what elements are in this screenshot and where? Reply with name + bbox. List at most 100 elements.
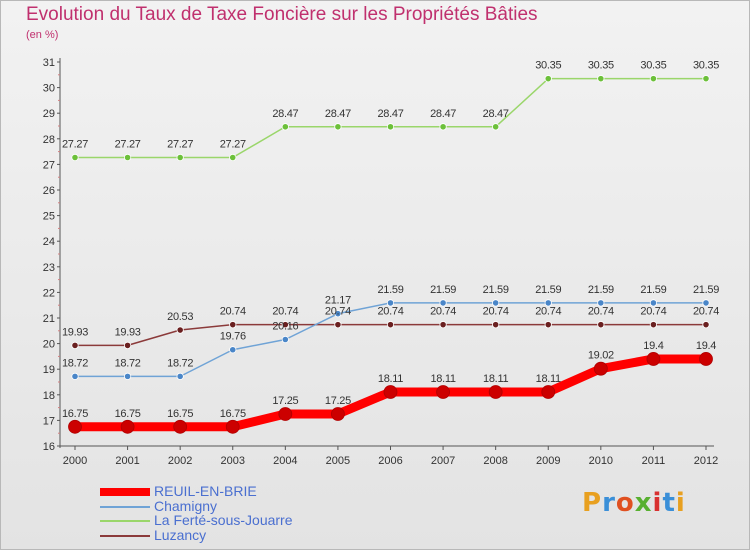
chart-subtitle: (en %) [26,29,59,41]
data-point [488,385,503,399]
y-tick-label: 26 [43,185,55,197]
data-label: 30.35 [535,60,561,72]
series-layer [68,75,713,434]
x-tick-label: 2005 [326,455,350,467]
x-tick-label: 2001 [115,455,139,467]
data-label: 28.47 [483,108,509,120]
data-label: 28.47 [325,108,351,120]
data-point [646,352,661,366]
x-tick-label: 2012 [694,455,718,467]
data-label: 19.93 [115,326,141,338]
data-label: 16.75 [220,408,246,420]
data-point [229,346,237,354]
data-point [492,321,500,329]
data-point [649,299,658,307]
data-point [281,321,289,329]
data-label: 20.74 [693,306,719,318]
data-point [439,123,447,131]
data-point [439,321,447,329]
data-point [386,123,395,131]
y-tick-label: 20 [43,339,55,351]
data-label: 21.17 [325,295,351,307]
legend-item: Chamigny [100,497,360,515]
data-label: 21.59 [377,284,403,296]
data-point [597,299,605,307]
data-label: 27.27 [167,138,193,150]
y-tick-label: 30 [43,83,55,95]
data-point [439,299,447,307]
data-label: 28.47 [272,108,298,120]
x-tick-label: 2011 [642,455,666,467]
axes: 16 17 18 19 20 21 22 23 24 25 26 27 28 29 30 31 2000 2001… [43,57,718,467]
data-point [544,299,552,307]
data-label: 19.76 [220,331,246,343]
data-point [334,321,342,329]
proxiti-logo: Proxiti [582,488,686,518]
data-point [492,123,500,131]
data-label: 28.47 [430,108,456,120]
data-point [176,153,184,162]
data-label: 20.74 [588,306,614,318]
data-point [334,310,342,318]
data-point [123,372,132,380]
data-point [649,75,658,83]
y-tick-label: 18 [43,390,55,402]
data-point [229,321,237,329]
y-tick-label: 29 [43,108,55,120]
data-point [649,321,658,329]
data-point [593,361,608,376]
data-label: 27.27 [220,138,246,150]
y-tick-label: 16 [43,441,55,453]
data-label: 18.11 [483,373,508,385]
data-label: 20.74 [220,306,246,318]
data-point [597,75,605,83]
data-label: 20.74 [272,306,298,318]
data-point [225,419,240,434]
data-label: 30.35 [588,60,614,72]
data-point [68,419,82,434]
data-point [702,321,710,329]
x-tick-label: 2000 [63,455,87,467]
data-label: 21.59 [693,284,719,296]
x-tick-label: 2004 [273,455,297,467]
legend-swatch [100,520,150,522]
data-point [383,385,398,399]
legend-label: La Ferté-sous-Jouarre [154,512,293,528]
data-point [334,123,342,131]
data-label: 20.74 [483,306,509,318]
data-label: 20.74 [640,306,666,318]
data-label: 16.75 [115,408,141,420]
data-label: 20.53 [167,311,193,323]
data-point [71,372,79,380]
data-label: 19.93 [62,326,88,338]
data-point [281,123,289,131]
legend-swatch [100,505,150,508]
line-chart: 16 17 18 19 20 21 22 23 24 25 26 27 28 29 30 31 2000 2001… [43,57,720,467]
legend-swatch [100,534,150,537]
data-point [229,153,237,162]
legend-label: Chamigny [154,497,218,514]
y-tick-label: 31 [43,57,55,69]
data-label: 28.47 [377,108,403,120]
legend-swatch [100,488,150,496]
data-label: 20.74 [430,306,456,318]
data-label: 21.59 [588,284,614,296]
data-point [544,75,552,83]
data-label: 27.27 [62,138,88,150]
data-point [278,407,293,421]
legend-item: Luzancy [100,526,360,544]
data-point [176,372,184,380]
data-label: 19.02 [588,350,614,362]
data-point [71,341,79,349]
legend-label: Luzancy [154,526,207,543]
data-label: 18.11 [536,373,561,385]
data-label: 21.59 [535,284,561,296]
data-point [544,321,552,329]
data-label: 21.59 [483,284,509,296]
data-point [699,352,713,366]
data-point [702,75,710,83]
data-label: 20.74 [325,306,351,318]
y-tick-label: 17 [43,415,55,427]
x-tick-label: 2009 [536,455,560,467]
